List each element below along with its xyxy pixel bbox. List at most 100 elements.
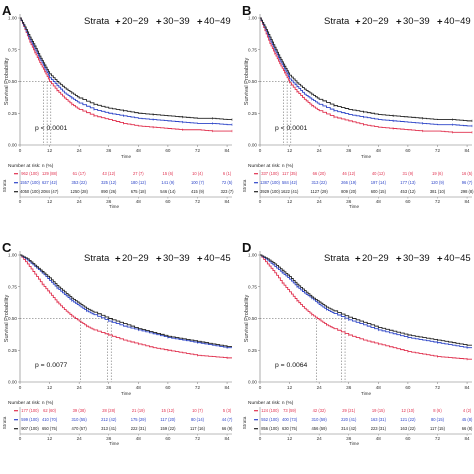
risk-x-tick-label: 24 xyxy=(77,436,83,441)
survival-curve-2 xyxy=(20,17,232,121)
legend-title: Strata xyxy=(324,253,350,264)
risk-x-tick-label: 60 xyxy=(165,436,171,441)
risk-x-tick-label: 12 xyxy=(287,199,293,204)
x-tick-label: 48 xyxy=(376,385,382,390)
p-value: p = 0.0077 xyxy=(35,362,68,369)
risk-value: 16 (5) xyxy=(462,171,473,176)
legend-entry: 40−49 xyxy=(444,16,471,27)
legend-title: Strata xyxy=(84,253,110,264)
risk-value: 453 (12) xyxy=(400,189,416,194)
x-tick-label: 48 xyxy=(376,148,382,153)
x-tick-label: 0 xyxy=(259,385,262,390)
legend-entry: 40−45 xyxy=(444,253,471,264)
risk-value: 212 (42) xyxy=(101,417,117,422)
survival-curve-1 xyxy=(20,254,232,349)
risk-value: 100 (7) xyxy=(191,180,205,185)
risk-value: 117 (16) xyxy=(190,426,206,431)
risk-value: 8 (6) xyxy=(433,408,442,413)
x-tick-label: 12 xyxy=(47,148,53,153)
risk-x-tick-label: 48 xyxy=(376,436,382,441)
legend-marker: + xyxy=(197,17,203,28)
legend-title: Strata xyxy=(324,16,350,27)
risk-value: 43 (12) xyxy=(102,171,116,176)
legend-marker: + xyxy=(396,17,402,28)
y-tick-label: 0.75 xyxy=(8,284,17,289)
y-tick-label: 0.50 xyxy=(248,79,257,84)
risk-x-label: Time xyxy=(349,441,359,446)
risk-value: 96 (7) xyxy=(462,180,473,185)
x-tick-label: 84 xyxy=(465,148,471,153)
y-axis-label: Survival Probability xyxy=(244,295,250,343)
legend-entry: 30−39 xyxy=(163,16,190,27)
y-tick-label: 0.00 xyxy=(248,380,257,385)
legend-marker: + xyxy=(437,254,443,265)
risk-value: 381 (10) xyxy=(430,189,446,194)
x-tick-label: 0 xyxy=(259,148,262,153)
risk-value: 80 (15) xyxy=(431,417,445,422)
risk-value: 40 (12) xyxy=(372,171,386,176)
x-tick-label: 12 xyxy=(287,148,293,153)
risk-value: 298 (8) xyxy=(461,189,474,194)
legend-entry: 40−49 xyxy=(204,16,231,27)
y-tick-label: 0.00 xyxy=(8,143,17,148)
panel-letter: A xyxy=(2,3,12,18)
y-tick-label: 0.00 xyxy=(8,380,17,385)
risk-x-tick-label: 36 xyxy=(346,436,352,441)
risk-x-label: Time xyxy=(109,441,119,446)
risk-value: 66 (8) xyxy=(462,426,473,431)
risk-value: 62 (60) xyxy=(43,408,57,413)
panel-letter: D xyxy=(242,240,251,255)
risk-value: 630 (75) xyxy=(282,426,298,431)
x-tick-label: 84 xyxy=(465,385,471,390)
risk-x-tick-label: 84 xyxy=(225,436,231,441)
risk-value: 1250 (28) xyxy=(70,189,88,194)
risk-x-tick-label: 12 xyxy=(47,199,53,204)
risk-value: 44 (7) xyxy=(222,417,233,422)
risk-x-tick-label: 72 xyxy=(435,436,441,441)
risk-table-title: Number at risk: n (%) xyxy=(248,163,294,169)
risk-x-tick-label: 84 xyxy=(225,199,231,204)
risk-value: 546 (14) xyxy=(160,189,176,194)
risk-value: 197 (14) xyxy=(371,180,387,185)
panel-letter: C xyxy=(2,240,12,255)
risk-x-tick-label: 24 xyxy=(77,199,83,204)
legend-marker: + xyxy=(115,254,121,265)
y-tick-label: 0.50 xyxy=(248,316,257,321)
x-axis-label: Time xyxy=(121,391,131,396)
risk-x-tick-label: 36 xyxy=(106,436,112,441)
risk-x-tick-label: 72 xyxy=(195,199,201,204)
survival-curve-2 xyxy=(260,17,472,122)
risk-value: 353 (22) xyxy=(72,180,88,185)
y-tick-label: 0.00 xyxy=(248,143,257,148)
risk-x-label: Time xyxy=(109,204,119,209)
y-axis-label: Survival Probability xyxy=(4,58,10,106)
risk-value: 1127 (29) xyxy=(311,189,329,194)
y-tick-label: 0.75 xyxy=(8,47,17,52)
risk-value: 310 (59) xyxy=(312,417,328,422)
risk-value: 124 (100) xyxy=(261,408,279,413)
risk-value: 28 (28) xyxy=(102,408,116,413)
risk-value: 177 (13) xyxy=(400,180,416,185)
legend-entry: 30−39 xyxy=(403,253,430,264)
risk-value: 73 (59) xyxy=(283,408,297,413)
legend-title: Strata xyxy=(84,16,110,27)
risk-table-title: Number at risk: n (%) xyxy=(248,400,294,406)
legend-entry: 20−29 xyxy=(122,253,149,264)
risk-x-tick-label: 72 xyxy=(195,436,201,441)
risk-value: 223 (31) xyxy=(371,426,387,431)
risk-value: 907 (100) xyxy=(21,426,39,431)
risk-x-tick-label: 24 xyxy=(317,436,323,441)
x-axis-label: Time xyxy=(361,391,371,396)
risk-value: 470 (57) xyxy=(72,426,88,431)
risk-x-tick-label: 12 xyxy=(47,436,53,441)
risk-x-tick-label: 48 xyxy=(136,436,142,441)
risk-value: 2084 (47) xyxy=(41,189,59,194)
risk-value: 66 (9) xyxy=(222,426,233,431)
risk-value: 46 (12) xyxy=(342,171,356,176)
risk-x-tick-label: 36 xyxy=(346,199,352,204)
y-tick-label: 0.50 xyxy=(8,316,17,321)
legend-entry: 30−39 xyxy=(403,16,430,27)
risk-table-title: Number at risk: n (%) xyxy=(8,163,54,169)
risk-strata-label: Strata xyxy=(2,416,8,429)
